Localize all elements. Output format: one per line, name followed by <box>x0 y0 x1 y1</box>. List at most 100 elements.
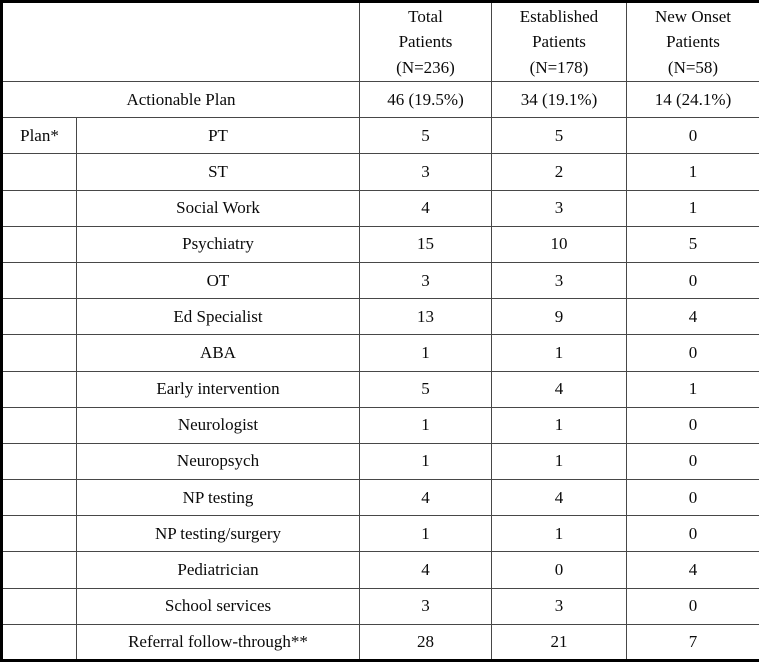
group-spacer-cell <box>1 153 77 191</box>
table-row-neurologist: Neurologist 1 1 0 <box>1 406 759 444</box>
table-row-social-work: Social Work 4 3 1 <box>1 189 759 227</box>
value-total: 5 <box>359 117 492 155</box>
value-total: 1 <box>359 442 492 481</box>
group-spacer-cell <box>1 623 77 662</box>
value-established: 1 <box>491 334 627 372</box>
group-spacer-cell <box>1 225 77 263</box>
group-spacer-cell <box>1 406 77 444</box>
header-established-patients: Established Patients (N=178) <box>491 1 627 82</box>
value-new-onset: 0 <box>626 334 759 372</box>
value-new-onset: 0 <box>626 117 759 155</box>
value-new-onset: 5 <box>626 225 759 263</box>
row-label: ABA <box>76 334 360 372</box>
value-total: 13 <box>359 298 492 336</box>
row-label: Pediatrician <box>76 551 360 589</box>
value-total: 1 <box>359 406 492 444</box>
table-row-school-services: School services 3 3 0 <box>1 587 759 625</box>
value-new-onset: 4 <box>626 551 759 589</box>
group-spacer-cell <box>1 551 77 589</box>
value-total: 1 <box>359 334 492 372</box>
row-label: Early intervention <box>76 370 360 408</box>
row-label: Ed Specialist <box>76 298 360 336</box>
group-spacer-cell <box>1 587 77 625</box>
value-total: 3 <box>359 261 492 300</box>
value-total: 4 <box>359 479 492 517</box>
row-label: OT <box>76 261 360 300</box>
header-total-patients: Total Patients (N=236) <box>359 1 492 82</box>
table-row-np-testing-surgery: NP testing/surgery 1 1 0 <box>1 515 759 553</box>
value-established: 10 <box>491 225 627 263</box>
value-established: 0 <box>491 551 627 589</box>
value-total: 1 <box>359 515 492 553</box>
header-new-onset-patients: New Onset Patients (N=58) <box>626 1 759 82</box>
value-new-onset: 0 <box>626 587 759 625</box>
row-label: School services <box>76 587 360 625</box>
table-row-early-intervention: Early intervention 5 4 1 <box>1 370 759 408</box>
value-new-onset: 0 <box>626 515 759 553</box>
row-label: NP testing <box>76 479 360 517</box>
summary-row: Actionable Plan 46 (19.5%) 34 (19.1%) 14… <box>1 80 759 119</box>
value-established: 3 <box>491 587 627 625</box>
group-spacer-cell <box>1 370 77 408</box>
table-row-psychiatry: Psychiatry 15 10 5 <box>1 225 759 263</box>
group-spacer-cell <box>1 442 77 481</box>
header-row: Total Patients (N=236) Established Patie… <box>1 1 759 82</box>
value-new-onset: 0 <box>626 261 759 300</box>
row-label: Neurologist <box>76 406 360 444</box>
header-blank-cell <box>1 1 360 82</box>
group-spacer-cell <box>1 479 77 517</box>
table-row-st: ST 3 2 1 <box>1 153 759 191</box>
value-established: 4 <box>491 479 627 517</box>
value-established: 1 <box>491 442 627 481</box>
value-total: 15 <box>359 225 492 263</box>
group-spacer-cell <box>1 334 77 372</box>
table-row-aba: ABA 1 1 0 <box>1 334 759 372</box>
group-label-cell: Plan* <box>1 117 77 155</box>
row-label: Psychiatry <box>76 225 360 263</box>
summary-value-new-onset: 14 (24.1%) <box>626 80 759 119</box>
table-row-ot: OT 3 3 0 <box>1 261 759 300</box>
row-label: Neuropsych <box>76 442 360 481</box>
summary-row-label: Actionable Plan <box>1 80 360 119</box>
value-new-onset: 1 <box>626 189 759 227</box>
value-total: 5 <box>359 370 492 408</box>
summary-value-established: 34 (19.1%) <box>491 80 627 119</box>
summary-value-total: 46 (19.5%) <box>359 80 492 119</box>
value-total: 28 <box>359 623 492 662</box>
row-label: NP testing/surgery <box>76 515 360 553</box>
row-label: ST <box>76 153 360 191</box>
value-new-onset: 4 <box>626 298 759 336</box>
group-spacer-cell <box>1 261 77 300</box>
value-established: 1 <box>491 406 627 444</box>
value-new-onset: 1 <box>626 370 759 408</box>
table-row-neuropsych: Neuropsych 1 1 0 <box>1 442 759 481</box>
row-label: PT <box>76 117 360 155</box>
value-total: 3 <box>359 153 492 191</box>
group-spacer-cell <box>1 298 77 336</box>
value-new-onset: 1 <box>626 153 759 191</box>
value-established: 1 <box>491 515 627 553</box>
value-established: 2 <box>491 153 627 191</box>
table-row-referral-follow-through: Referral follow-through** 28 21 7 <box>1 623 759 662</box>
value-established: 4 <box>491 370 627 408</box>
value-established: 3 <box>491 261 627 300</box>
value-total: 3 <box>359 587 492 625</box>
table-row-pediatrician: Pediatrician 4 0 4 <box>1 551 759 589</box>
value-established: 21 <box>491 623 627 662</box>
table-row-np-testing: NP testing 4 4 0 <box>1 479 759 517</box>
value-new-onset: 7 <box>626 623 759 662</box>
value-established: 9 <box>491 298 627 336</box>
value-established: 3 <box>491 189 627 227</box>
group-spacer-cell <box>1 515 77 553</box>
group-spacer-cell <box>1 189 77 227</box>
value-total: 4 <box>359 189 492 227</box>
value-new-onset: 0 <box>626 442 759 481</box>
value-new-onset: 0 <box>626 406 759 444</box>
row-label: Social Work <box>76 189 360 227</box>
table-row-pt: Plan* PT 5 5 0 <box>1 117 759 155</box>
value-total: 4 <box>359 551 492 589</box>
row-label: Referral follow-through** <box>76 623 360 662</box>
table-row-ed-specialist: Ed Specialist 13 9 4 <box>1 298 759 336</box>
value-new-onset: 0 <box>626 479 759 517</box>
